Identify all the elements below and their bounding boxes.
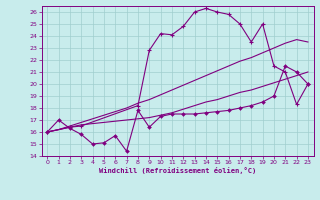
- X-axis label: Windchill (Refroidissement éolien,°C): Windchill (Refroidissement éolien,°C): [99, 167, 256, 174]
